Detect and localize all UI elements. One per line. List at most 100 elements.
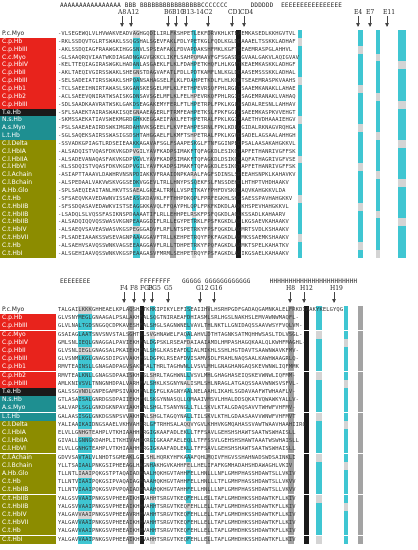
conservation-highlight xyxy=(78,314,92,323)
conservation-highlight xyxy=(206,322,210,331)
sequence: GDVVSAVTALVLNHDTSGMEAKLGELSHLHQRKYHFKAAA… xyxy=(58,453,418,462)
sequence-text: GIVALLGNNGKDAHPLITKHIVAHHKRGIGKAAFAELEQL… xyxy=(58,438,300,445)
conservation-highlight xyxy=(78,388,92,396)
conservation-highlight xyxy=(288,322,294,331)
alignment-row: C.t.HbIIB -ALSADQIQQVQSSWASVKGNPEAAGGDIFL… xyxy=(0,218,418,227)
conservation-highlight xyxy=(288,363,294,372)
conservation-highlight xyxy=(140,322,144,331)
conservation-highlight xyxy=(128,363,134,372)
position-arrow-icon xyxy=(198,292,202,303)
conservation-highlight xyxy=(150,388,155,396)
conservation-highlight xyxy=(192,124,196,133)
conservation-highlight xyxy=(140,535,144,544)
conservation-highlight xyxy=(304,330,309,339)
conservation-highlight xyxy=(133,179,140,188)
conservation-highlight xyxy=(150,322,155,331)
conservation-highlight xyxy=(78,322,92,331)
conservation-highlight xyxy=(376,202,380,211)
alignment-row: C.t.HbIV YALGAVVAAIPNKGSVPHEEAVRHHVAHHTSR… xyxy=(0,511,418,519)
sequence: -SDLSAADKAAVRATWSKLGAKDSEAGAKEMYFERLFTLH… xyxy=(58,100,418,109)
conservation-highlight xyxy=(288,420,294,429)
conservation-highlight xyxy=(358,171,363,180)
conservation-highlight xyxy=(150,108,155,117)
conservation-highlight xyxy=(208,218,213,227)
sequence-text: GTLASAISALGNRDGSDPAIIEKHFNLSKGYNNASQLLQM… xyxy=(58,397,300,404)
conservation-highlight xyxy=(236,187,241,195)
conservation-highlight xyxy=(358,163,363,172)
conservation-highlight xyxy=(150,218,155,227)
alignment-row: T.e.Hb GALSSGVNDLGNPEGAMPSIVAKHFALEGFGLKA… xyxy=(0,388,418,396)
conservation-highlight xyxy=(128,306,134,314)
alignment-row: C.t.Hb -ALSAEHVSAVQSSWNKVAGSEEAAGGAVFLRLL… xyxy=(0,241,418,250)
conservation-highlight xyxy=(316,330,322,339)
conservation-highlight xyxy=(398,241,406,250)
alignment-row: C.l.Achain -ASIAPTTAAAVLDAWHRVNSNPDIAKKVF… xyxy=(0,171,418,180)
species-label: C.t.HbIV xyxy=(0,511,56,519)
conservation-highlight xyxy=(236,108,241,117)
alignment-row: C.t.Hb YALGAVVAAIPNKGSVPHEEAIKHHVAHHTSRGV… xyxy=(0,527,418,536)
conservation-highlight xyxy=(150,194,155,203)
conservation-highlight xyxy=(288,437,294,446)
alignment-panel-top: AAAAAAAAAAAAAAAA BBB BBBBBBBBBBBBBBBBCCC… xyxy=(0,0,418,262)
conservation-highlight xyxy=(186,494,191,503)
conservation-highlight xyxy=(358,218,363,227)
conservation-highlight xyxy=(236,171,241,180)
species-label: C.t.HbIIB xyxy=(0,494,56,503)
conservation-highlight xyxy=(398,179,406,188)
conservation-highlight xyxy=(298,194,302,203)
conservation-highlight xyxy=(208,45,213,54)
position-label: B6 xyxy=(164,9,173,16)
conservation-highlight xyxy=(398,147,406,156)
conservation-highlight xyxy=(206,404,210,413)
conservation-highlight xyxy=(288,486,294,495)
species-label: C.p.HbIV xyxy=(0,61,56,70)
conservation-highlight xyxy=(358,412,363,421)
conservation-highlight xyxy=(206,486,210,495)
conservation-highlight xyxy=(208,179,213,188)
species-label: C.p.HbIII xyxy=(0,322,56,331)
conservation-highlight xyxy=(398,163,406,172)
sequence-text: -AKLTAEQIVGIRSSWAKLSHEGNSTDAGVAFATLFDLLP… xyxy=(58,70,296,77)
conservation-highlight xyxy=(288,494,294,503)
position-arrow-icon xyxy=(120,16,124,27)
conservation-highlight xyxy=(133,241,140,250)
conservation-highlight xyxy=(128,535,134,544)
conservation-highlight xyxy=(140,338,144,347)
position-label: A8 xyxy=(118,9,127,16)
sequence: -ALSAEHVSAVQSSWNKVAGSEEAAGGAVFLRLLTDHPET… xyxy=(58,241,418,250)
sequence-text: YALIAAIKAIDNGSAAELVKHVAHRRLGFTRHHSALAQQV… xyxy=(58,421,306,428)
conservation-highlight xyxy=(133,30,140,38)
conservation-highlight xyxy=(186,314,191,323)
position-label: G16 xyxy=(210,285,223,292)
position-label: FG3 xyxy=(140,285,153,292)
conservation-highlight xyxy=(236,234,241,243)
conservation-highlight xyxy=(398,77,406,86)
conservation-highlight xyxy=(376,171,380,180)
species-label: C.t.Hb xyxy=(0,527,56,536)
position-label: F8 xyxy=(130,285,138,292)
conservation-highlight xyxy=(150,226,155,235)
conservation-highlight xyxy=(316,379,322,388)
conservation-highlight xyxy=(133,171,140,180)
conservation-highlight xyxy=(298,92,302,101)
conservation-highlight xyxy=(358,445,363,454)
conservation-highlight xyxy=(133,139,140,148)
alignment-row: C.t.HbVII -PLSADEIAAAKSSWSEVAGNPAAAGGAVFT… xyxy=(0,234,418,243)
sequence-text: AMLKNIVSVLTNNGNHDPALVARHFVLSHKLKSGNYNALI… xyxy=(58,380,300,387)
conservation-highlight xyxy=(236,202,241,211)
conservation-highlight xyxy=(358,486,363,495)
conservation-highlight xyxy=(128,338,134,347)
species-label: C.p.HbIV xyxy=(0,338,56,347)
conservation-highlight xyxy=(288,453,294,462)
conservation-highlight xyxy=(186,502,191,511)
conservation-highlight xyxy=(78,445,92,454)
alignment-row: C.t.Hb -SFSAEQVKAVEDAWNVISSAEASGKDAVKLFFT… xyxy=(0,194,418,203)
sequence: GALAASISGLGNKDGSNPSVVAKHFALSHGLTAGQYNALL… xyxy=(58,412,418,421)
conservation-highlight xyxy=(192,163,196,172)
conservation-highlight xyxy=(140,314,144,323)
conservation-highlight xyxy=(78,338,92,347)
sequence: -GLSAAQRQVIAATWKDIAGADNGAGVGKKCLIKFLSAHP… xyxy=(58,53,418,62)
conservation-highlight xyxy=(186,371,191,380)
conservation-highlight xyxy=(358,187,363,195)
conservation-highlight xyxy=(298,61,302,70)
